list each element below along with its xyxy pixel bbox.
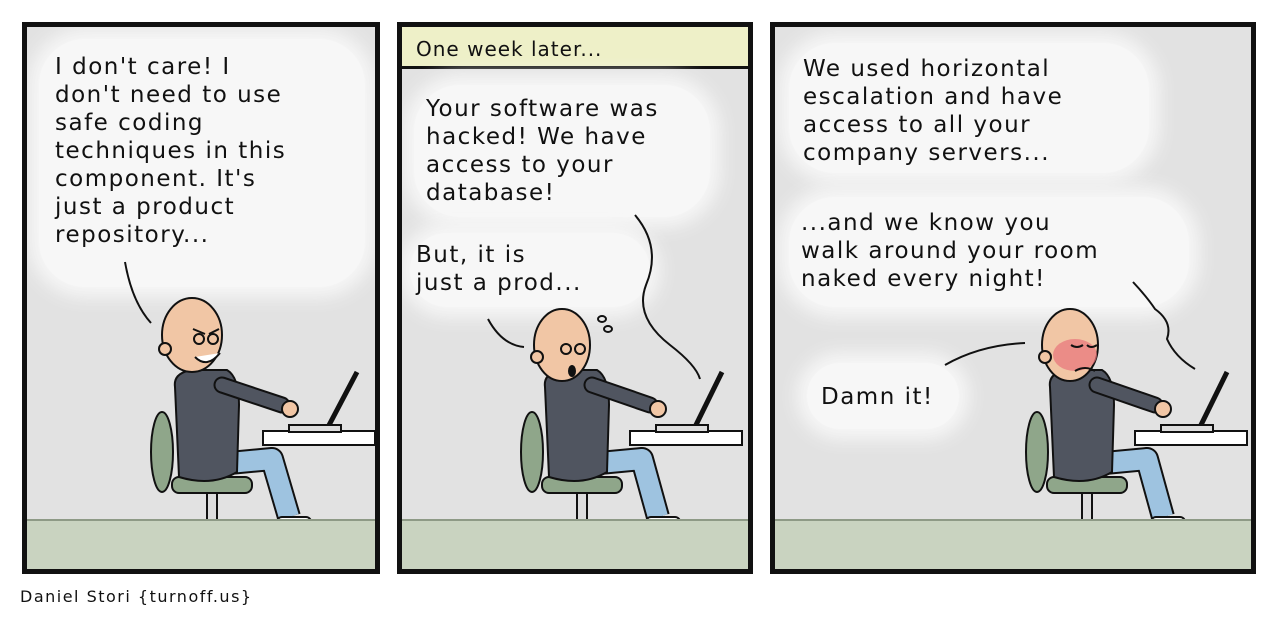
- floor: [402, 519, 748, 569]
- panel-caption: One week later...: [402, 27, 748, 69]
- floor: [775, 519, 1251, 569]
- speech-bubble: [39, 39, 365, 287]
- hacker-speech: Your software was hacked! We have access…: [426, 96, 659, 206]
- speech-bubble: [410, 233, 650, 307]
- developer-speech: But, it is just a prod...: [416, 242, 582, 296]
- comic-panel-3: We used horizontal escalation and have a…: [770, 22, 1256, 574]
- developer-at-desk-illustration: [124, 261, 375, 546]
- author-credit: Daniel Stori {turnoff.us}: [20, 587, 253, 606]
- speech-bubble: [789, 197, 1189, 307]
- hacker-speech: ...and we know you walk around your room…: [801, 210, 1100, 292]
- developer-speech: I don't care! I don't need to use safe c…: [55, 54, 287, 248]
- developer-speech: Damn it!: [821, 384, 934, 410]
- speech-bubble: [807, 363, 959, 429]
- hacker-speech: We used horizontal escalation and have a…: [803, 56, 1064, 166]
- comic-panel-1: I don't care! I don't need to use safe c…: [22, 22, 380, 574]
- floor: [27, 519, 375, 569]
- comic-panel-2: One week later... Your software was hack…: [397, 22, 753, 574]
- speech-bubble: [789, 43, 1149, 173]
- embarrassed-developer-illustration: [944, 281, 1248, 546]
- speech-bubble: [414, 85, 710, 217]
- developer-at-desk-illustration: [487, 214, 743, 546]
